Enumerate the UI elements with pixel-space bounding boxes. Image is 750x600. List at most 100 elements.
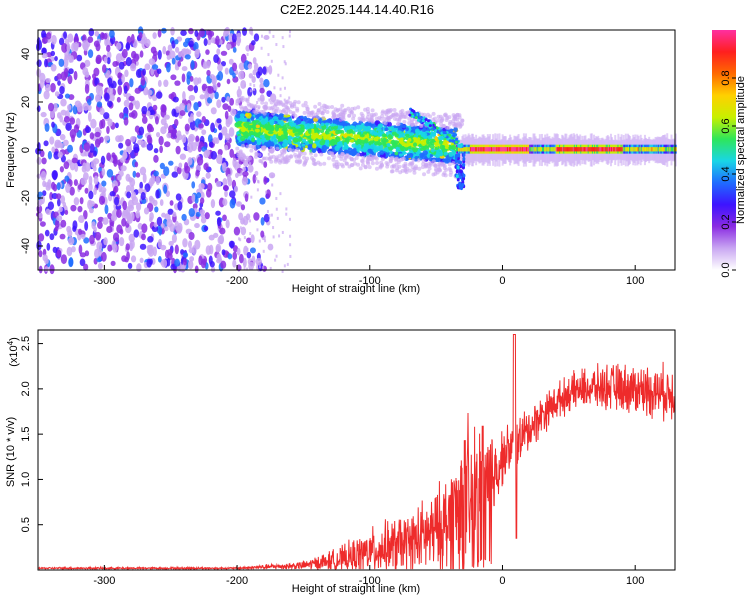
spectrogram-cell	[222, 198, 228, 206]
spectrogram-cell	[238, 164, 241, 168]
spectrogram-cell	[98, 248, 103, 257]
spectrogram-cell	[274, 102, 279, 107]
spectrogram-cell	[400, 108, 405, 113]
spectrogram-cell	[360, 162, 365, 167]
spectrogram-cell	[333, 107, 338, 112]
spectrogram-cell	[67, 74, 73, 85]
spectrogram-cell	[462, 156, 466, 161]
spectrogram-cell	[407, 116, 412, 121]
spectrogram-cell	[499, 147, 502, 152]
spectrogram-cell	[350, 106, 355, 111]
spectrogram-cell	[232, 245, 239, 253]
spectrogram-cell	[256, 141, 262, 146]
spectrogram-cell	[269, 116, 273, 120]
spectrogram-cell	[641, 147, 644, 152]
spectrogram-y-ticks: -40 -20 0 20 40	[20, 48, 43, 254]
spectrogram-cell	[171, 233, 177, 243]
spectrogram-cell	[267, 53, 270, 57]
spectrogram-cell	[260, 217, 265, 226]
spectrogram-cell	[44, 123, 50, 132]
spectrogram-cell	[446, 137, 450, 141]
spectrogram-cell	[166, 54, 171, 60]
spectrogram-cell	[130, 33, 135, 44]
spectrogram-cell	[674, 147, 677, 152]
spectrogram-cell	[515, 147, 518, 152]
spectrogram-heatmap	[35, 26, 677, 275]
spectrogram-cell	[612, 147, 615, 152]
spectrogram-cell	[435, 142, 439, 146]
spectrogram-cell	[271, 174, 274, 178]
spectrogram-cell	[83, 263, 89, 271]
spectrogram-cell	[319, 140, 325, 146]
spectrogram-cell	[178, 162, 183, 169]
spectrogram-cell	[300, 115, 304, 120]
spectrogram-cell	[455, 169, 459, 174]
spectrogram-cell	[205, 245, 212, 255]
spectrogram-cell	[243, 84, 246, 88]
spectrogram-cell	[135, 68, 143, 78]
spectrogram-cell	[597, 147, 600, 152]
spectrogram-cell	[177, 222, 183, 233]
spectrogram-cell	[107, 244, 113, 252]
spectrogram-cell	[388, 159, 393, 164]
spectrogram-cell	[169, 223, 175, 233]
spectrogram-cell	[478, 147, 481, 152]
spectrogram-cell	[372, 131, 378, 135]
spectrogram-cell	[565, 147, 568, 152]
spectrogram-cell	[186, 143, 194, 153]
spectrogram-cell	[448, 128, 454, 133]
spectrogram-cell	[334, 119, 341, 125]
spectrogram-cell	[180, 29, 187, 36]
spectrogram-cell	[608, 147, 611, 152]
spectrogram-cell	[304, 145, 309, 149]
spectrogram-cell	[232, 46, 237, 53]
x-tick-label: 0	[499, 275, 505, 287]
spectrogram-cell	[144, 38, 151, 48]
spectrogram-cell	[268, 65, 273, 75]
spectrogram-cell	[150, 174, 156, 185]
spectrogram-cell	[359, 158, 364, 163]
spectrogram-cell	[113, 185, 119, 193]
spectrogram-cell	[442, 140, 448, 146]
spectrogram-cell	[252, 105, 257, 110]
spectrogram-cell	[631, 147, 634, 152]
spectrogram-cell	[272, 134, 277, 141]
spectrogram-cell	[261, 109, 266, 114]
spectrogram-cell	[664, 147, 667, 152]
spectrogram-cell	[56, 215, 63, 222]
spectrogram-cell	[388, 115, 393, 120]
spectrogram-cell	[56, 73, 62, 80]
spectrogram-cell	[104, 92, 110, 102]
spectrogram-cell	[194, 48, 201, 55]
spectrogram-cell	[419, 120, 423, 124]
spectrogram-cell	[586, 147, 589, 152]
spectrogram-cell	[71, 157, 78, 164]
spectrogram-cell	[51, 34, 57, 45]
spectrogram-cell	[144, 63, 151, 71]
spectrogram-cell	[281, 76, 284, 80]
spectrogram-cell	[319, 152, 324, 157]
spectrogram-cell	[63, 67, 69, 78]
spectrogram-cell	[547, 147, 550, 152]
spectrogram-cell	[259, 135, 265, 139]
spectrogram-cell	[605, 147, 608, 152]
spectrogram-cell	[548, 147, 551, 152]
spectrogram-cell	[182, 252, 189, 258]
spectrogram-cell	[275, 254, 278, 258]
spectrogram-cell	[340, 151, 345, 156]
spectrogram-cell	[462, 152, 466, 157]
spectrogram-cell	[279, 94, 282, 98]
spectrogram-cell	[622, 147, 625, 152]
spectrogram-cell	[481, 147, 484, 152]
spectrogram-cell	[559, 147, 562, 152]
spectrogram-cell	[551, 147, 554, 152]
spectrogram-cell	[170, 132, 177, 138]
spectrogram-cell	[143, 207, 150, 215]
spectrogram-cell	[451, 139, 455, 143]
spectrogram-cell	[428, 124, 432, 128]
spectrogram-cell	[239, 253, 244, 264]
spectrogram-cell	[51, 170, 58, 180]
spectrogram-cell	[84, 162, 91, 172]
spectrogram-cell	[78, 244, 83, 255]
spectrogram-cell	[187, 240, 192, 249]
